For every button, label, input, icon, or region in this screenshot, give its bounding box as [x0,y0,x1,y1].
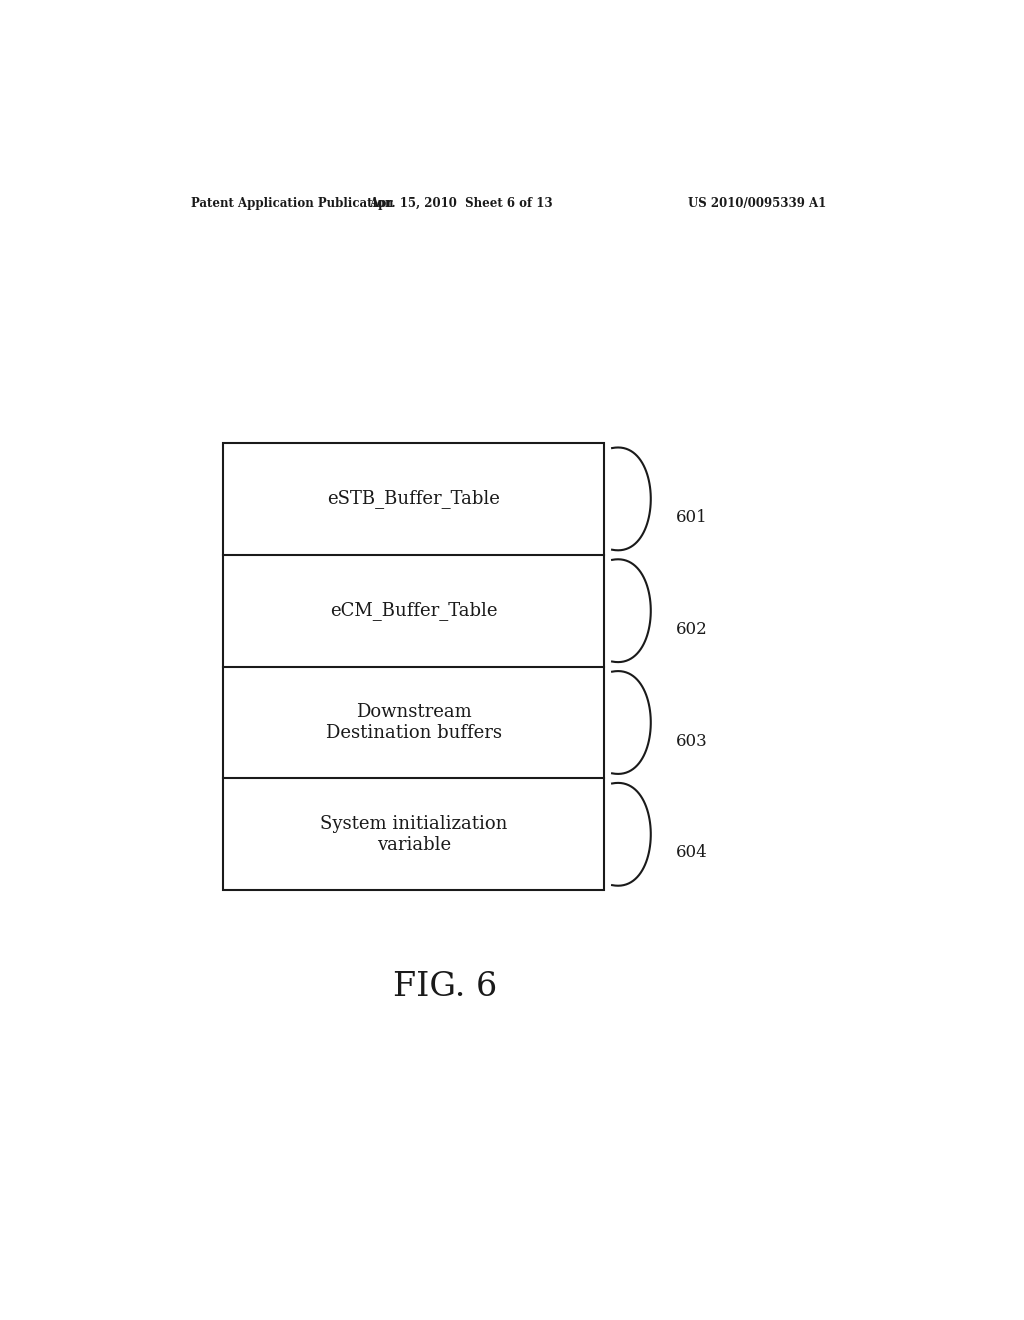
Bar [223,444,604,890]
Text: Downstream
Destination buffers: Downstream Destination buffers [326,704,502,742]
Text: FIG. 6: FIG. 6 [393,970,498,1003]
Text: System initialization
variable: System initialization variable [321,814,507,854]
Text: 603: 603 [676,733,708,750]
Text: Patent Application Publication: Patent Application Publication [191,197,394,210]
Text: US 2010/0095339 A1: US 2010/0095339 A1 [688,197,826,210]
Text: 604: 604 [676,845,708,862]
Text: 602: 602 [676,620,708,638]
Text: eCM_Buffer_Table: eCM_Buffer_Table [330,601,498,620]
Text: 601: 601 [676,510,708,527]
Text: Apr. 15, 2010  Sheet 6 of 13: Apr. 15, 2010 Sheet 6 of 13 [370,197,553,210]
Text: eSTB_Buffer_Table: eSTB_Buffer_Table [328,490,500,508]
